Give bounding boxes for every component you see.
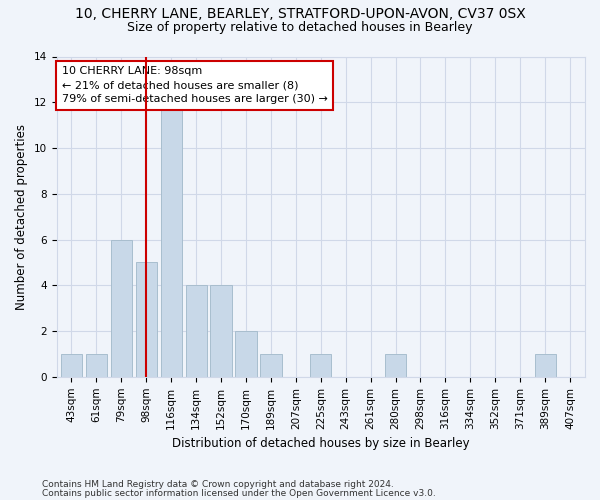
Bar bbox=[161, 102, 182, 377]
Text: 10, CHERRY LANE, BEARLEY, STRATFORD-UPON-AVON, CV37 0SX: 10, CHERRY LANE, BEARLEY, STRATFORD-UPON… bbox=[74, 8, 526, 22]
Bar bbox=[385, 354, 406, 377]
Bar bbox=[260, 354, 281, 377]
Bar bbox=[211, 286, 232, 377]
Text: Contains HM Land Registry data © Crown copyright and database right 2024.: Contains HM Land Registry data © Crown c… bbox=[42, 480, 394, 489]
Bar bbox=[61, 354, 82, 377]
Bar bbox=[185, 286, 207, 377]
Text: Size of property relative to detached houses in Bearley: Size of property relative to detached ho… bbox=[127, 21, 473, 34]
Bar bbox=[235, 331, 257, 377]
Bar bbox=[111, 240, 132, 377]
Text: Contains public sector information licensed under the Open Government Licence v3: Contains public sector information licen… bbox=[42, 488, 436, 498]
Bar bbox=[136, 262, 157, 377]
Text: 10 CHERRY LANE: 98sqm
← 21% of detached houses are smaller (8)
79% of semi-detac: 10 CHERRY LANE: 98sqm ← 21% of detached … bbox=[62, 66, 328, 104]
Bar bbox=[535, 354, 556, 377]
Y-axis label: Number of detached properties: Number of detached properties bbox=[15, 124, 28, 310]
Bar bbox=[86, 354, 107, 377]
X-axis label: Distribution of detached houses by size in Bearley: Distribution of detached houses by size … bbox=[172, 437, 470, 450]
Bar bbox=[310, 354, 331, 377]
